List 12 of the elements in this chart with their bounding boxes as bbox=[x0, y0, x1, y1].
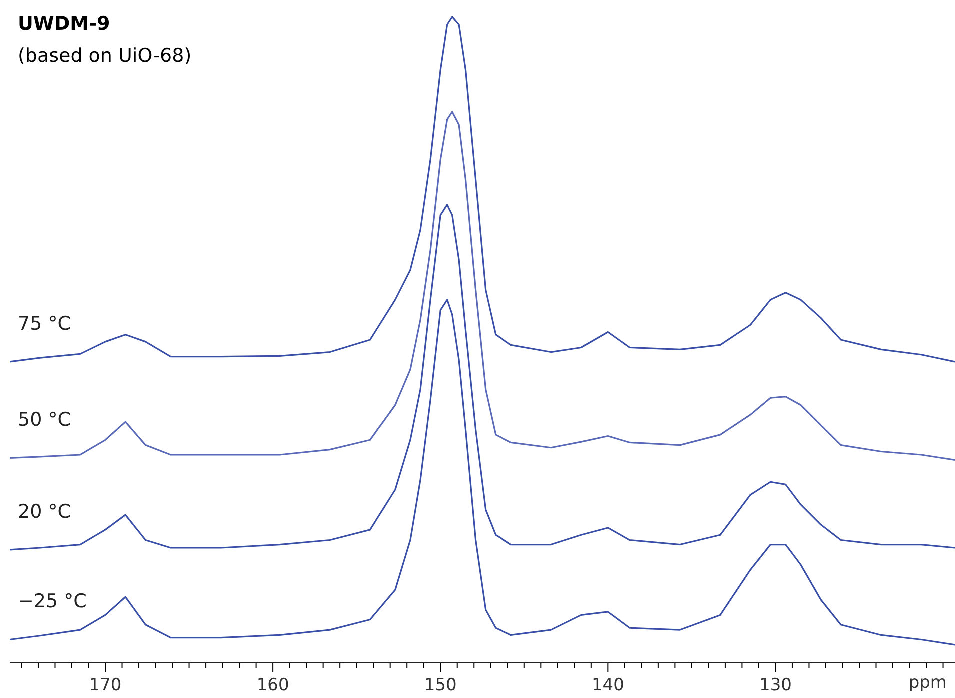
x-tick-label: 170 bbox=[89, 676, 122, 696]
x-tick-label: 150 bbox=[424, 676, 457, 696]
text: (based on UiO-68) bbox=[18, 45, 192, 67]
x-tick-label: 130 bbox=[759, 676, 792, 696]
x-axis-title: ppm bbox=[908, 673, 947, 693]
series-label: −25 °C bbox=[18, 590, 87, 613]
series-label: 50 °C bbox=[18, 409, 71, 432]
x-tick-label: 140 bbox=[592, 676, 624, 696]
series-label: 20 °C bbox=[18, 500, 71, 523]
x-tick-label: 160 bbox=[256, 676, 290, 696]
chart-title: UWDM-9 bbox=[18, 13, 110, 35]
series-label: 75 °C bbox=[18, 312, 71, 335]
